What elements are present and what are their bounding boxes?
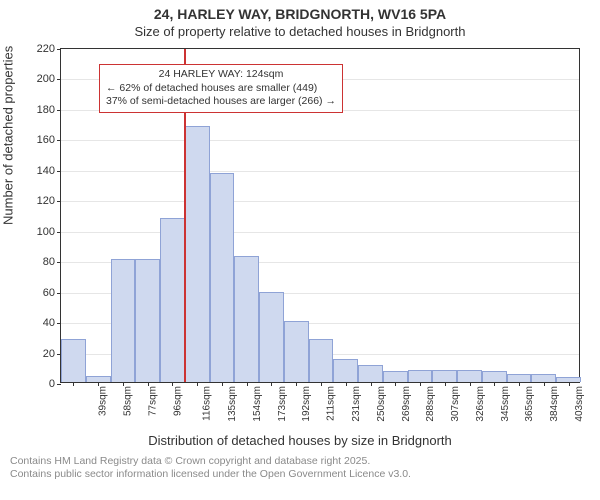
- histogram-bar: [135, 259, 160, 382]
- histogram-bar: [507, 374, 532, 382]
- x-tick-label: 58sqm: [123, 386, 134, 416]
- histogram-bar: [210, 173, 235, 382]
- y-tick-mark: [57, 140, 61, 141]
- annotation-line2: ← 62% of detached houses are smaller (44…: [106, 82, 336, 96]
- x-tick-mark: [544, 382, 545, 386]
- y-tick-mark: [57, 201, 61, 202]
- gridline: [61, 232, 579, 233]
- x-tick-mark: [494, 382, 495, 386]
- footnote-line1: Contains HM Land Registry data © Crown c…: [10, 455, 370, 467]
- annotation-box: 24 HARLEY WAY: 124sqm← 62% of detached h…: [99, 64, 343, 113]
- x-axis-label: Distribution of detached houses by size …: [0, 433, 600, 448]
- x-tick-mark: [371, 382, 372, 386]
- histogram-bar: [383, 371, 408, 382]
- x-tick-label: 116sqm: [202, 386, 213, 421]
- histogram-bar: [111, 259, 136, 382]
- histogram-bar: [432, 370, 457, 382]
- x-tick-label: 39sqm: [98, 386, 109, 416]
- x-tick-mark: [247, 382, 248, 386]
- x-tick-mark: [98, 382, 99, 386]
- x-tick-mark: [222, 382, 223, 386]
- x-tick-label: 326sqm: [475, 386, 486, 422]
- annotation-line3: 37% of semi-detached houses are larger (…: [106, 95, 336, 109]
- y-tick-mark: [57, 171, 61, 172]
- annotation-line1: 24 HARLEY WAY: 124sqm: [106, 68, 336, 82]
- histogram-bar: [333, 359, 358, 382]
- gridline: [61, 140, 579, 141]
- footnote-line2: Contains public sector information licen…: [10, 468, 411, 480]
- histogram-bar: [234, 256, 259, 382]
- histogram-bar: [259, 292, 284, 382]
- x-tick-label: 288sqm: [425, 386, 436, 422]
- x-tick-label: 307sqm: [450, 386, 461, 422]
- x-tick-mark: [271, 382, 272, 386]
- plot-area: 02040608010012014016018020022039sqm58sqm…: [60, 48, 580, 383]
- y-tick-mark: [57, 384, 61, 385]
- histogram-bar: [284, 321, 309, 382]
- x-tick-label: 384sqm: [549, 386, 560, 422]
- x-tick-label: 250sqm: [376, 386, 387, 422]
- y-axis-label: Number of detached properties: [1, 46, 16, 225]
- y-tick-mark: [57, 79, 61, 80]
- y-tick-mark: [57, 232, 61, 233]
- histogram-bar: [408, 370, 433, 382]
- x-tick-mark: [296, 382, 297, 386]
- histogram-bar: [457, 370, 482, 382]
- x-tick-label: 269sqm: [401, 386, 412, 422]
- y-tick-mark: [57, 323, 61, 324]
- x-tick-label: 154sqm: [252, 386, 263, 422]
- histogram-bar: [482, 371, 507, 382]
- histogram-bar: [185, 126, 210, 382]
- x-tick-mark: [395, 382, 396, 386]
- x-tick-mark: [470, 382, 471, 386]
- y-tick-mark: [57, 49, 61, 50]
- gridline: [61, 201, 579, 202]
- x-tick-label: 403sqm: [574, 386, 585, 422]
- chart-sub-title: Size of property relative to detached ho…: [0, 24, 600, 39]
- x-tick-mark: [420, 382, 421, 386]
- x-tick-mark: [73, 382, 74, 386]
- x-tick-label: 345sqm: [500, 386, 511, 422]
- x-tick-mark: [148, 382, 149, 386]
- histogram-bar: [309, 339, 334, 382]
- x-tick-label: 192sqm: [302, 386, 313, 422]
- gridline: [61, 171, 579, 172]
- x-tick-label: 96sqm: [172, 386, 183, 416]
- y-tick-mark: [57, 293, 61, 294]
- x-tick-mark: [123, 382, 124, 386]
- histogram-bar: [160, 218, 185, 382]
- histogram-bar: [358, 365, 383, 382]
- x-tick-mark: [172, 382, 173, 386]
- y-tick-mark: [57, 262, 61, 263]
- x-tick-mark: [445, 382, 446, 386]
- x-tick-mark: [197, 382, 198, 386]
- x-tick-label: 135sqm: [227, 386, 238, 422]
- histogram-bar: [531, 374, 556, 382]
- x-tick-mark: [519, 382, 520, 386]
- histogram-bar: [61, 339, 86, 382]
- y-tick-mark: [57, 110, 61, 111]
- x-tick-mark: [569, 382, 570, 386]
- x-tick-label: 231sqm: [351, 386, 362, 422]
- x-tick-mark: [321, 382, 322, 386]
- x-tick-label: 365sqm: [524, 386, 535, 422]
- x-tick-label: 211sqm: [326, 386, 337, 421]
- chart-main-title: 24, HARLEY WAY, BRIDGNORTH, WV16 5PA: [0, 6, 600, 22]
- footnote: Contains HM Land Registry data © Crown c…: [10, 455, 411, 481]
- x-tick-label: 77sqm: [147, 386, 158, 416]
- x-tick-label: 173sqm: [277, 386, 288, 422]
- x-tick-mark: [346, 382, 347, 386]
